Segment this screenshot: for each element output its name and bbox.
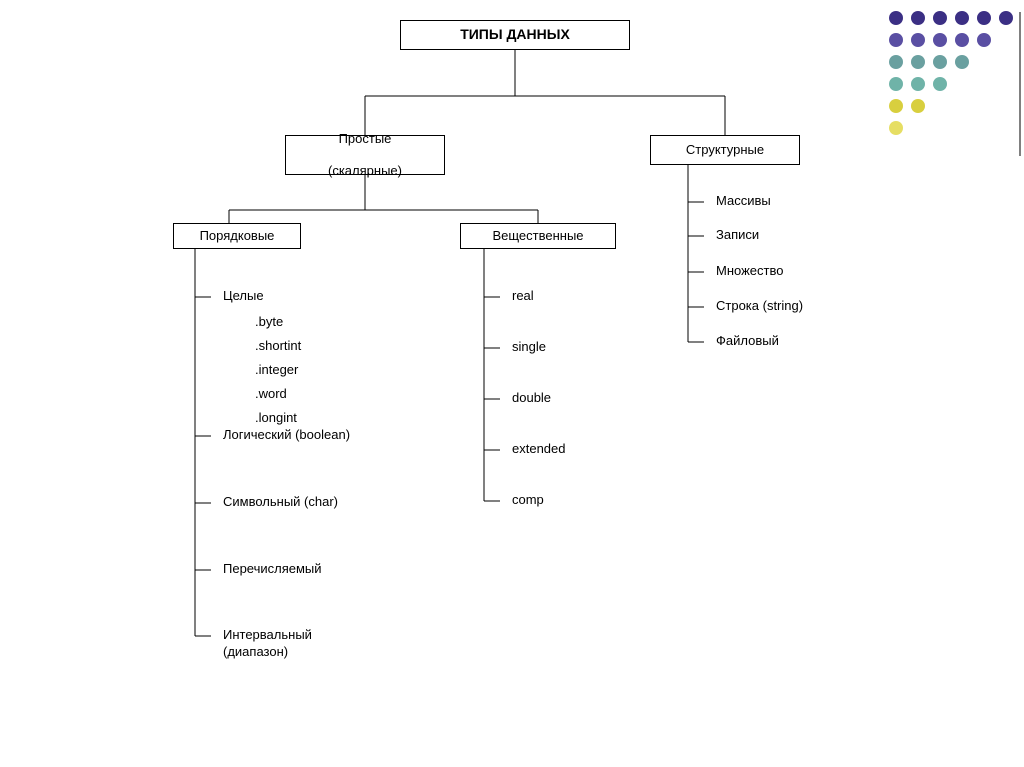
node-simple-line1: Простые [339,131,392,147]
integer-subtype-4: .longint [255,410,297,426]
node-structural-line1: Структурные [686,142,764,158]
node-root-label: ТИПЫ ДАННЫХ [460,26,570,44]
node-simple-line2: (скалярные) [328,163,402,179]
node-ordinal: Порядковые [173,223,301,249]
node-ordinal-label: Порядковые [200,228,275,244]
real-item-3: extended [512,441,566,457]
real-item-4: comp [512,492,544,508]
node-real: Вещественные [460,223,616,249]
real-item-2: double [512,390,551,406]
real-item-0: real [512,288,534,304]
node-simple: Простые (скалярные) [285,135,445,175]
structural-item-4: Файловый [716,333,779,349]
ordinal-item-2: Символьный (char) [223,494,338,510]
structural-item-1: Записи [716,227,759,243]
structural-item-0: Массивы [716,193,771,209]
integer-subtype-1: .shortint [255,338,301,354]
node-structural: Структурные [650,135,800,165]
connector-lines [0,0,1024,767]
decorative-dot-grid [888,8,1024,160]
ordinal-item-0: Целые [223,288,264,304]
ordinal-item-4-line2: (диапазон) [223,644,288,660]
structural-item-3: Строка (string) [716,298,803,314]
integer-subtype-2: .integer [255,362,298,378]
ordinal-item-4: Интервальный [223,627,312,643]
real-item-1: single [512,339,546,355]
integer-subtype-0: .byte [255,314,283,330]
integer-subtype-3: .word [255,386,287,402]
node-real-label: Вещественные [492,228,583,244]
ordinal-item-1: Логический (boolean) [223,427,350,443]
node-root: ТИПЫ ДАННЫХ [400,20,630,50]
ordinal-item-3: Перечисляемый [223,561,322,577]
structural-item-2: Множество [716,263,783,279]
